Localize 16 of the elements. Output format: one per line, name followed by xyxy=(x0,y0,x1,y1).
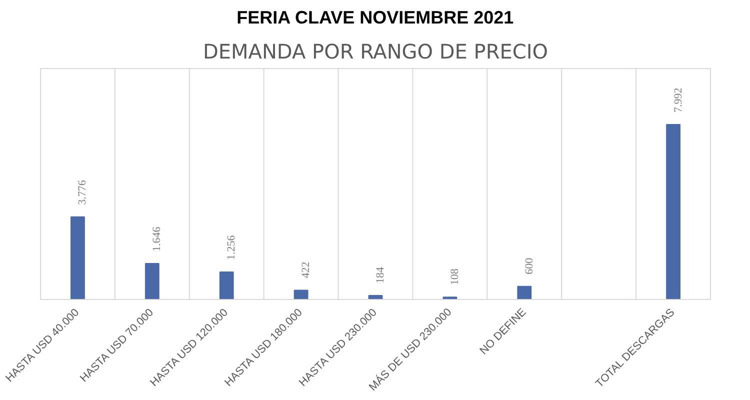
bar xyxy=(517,286,532,300)
data-label: 600 xyxy=(523,257,536,274)
data-label: 108 xyxy=(448,268,461,286)
bar xyxy=(144,262,160,300)
bar xyxy=(666,124,680,300)
bar xyxy=(70,216,85,300)
data-label: 1.646 xyxy=(151,226,164,252)
bar xyxy=(294,290,308,300)
chart-subtitle: DEMANDA POR RANGO DE PRECIO xyxy=(203,40,548,64)
data-label: 1.256 xyxy=(226,234,238,260)
bar xyxy=(219,271,234,300)
data-label: 3.776 xyxy=(76,180,89,205)
chart-title: FERIA CLAVE NOVIEMBRE 2021 xyxy=(236,8,514,28)
data-label: 184 xyxy=(374,266,386,284)
data-label: 7.992 xyxy=(672,88,684,112)
data-label: 422 xyxy=(300,262,312,278)
